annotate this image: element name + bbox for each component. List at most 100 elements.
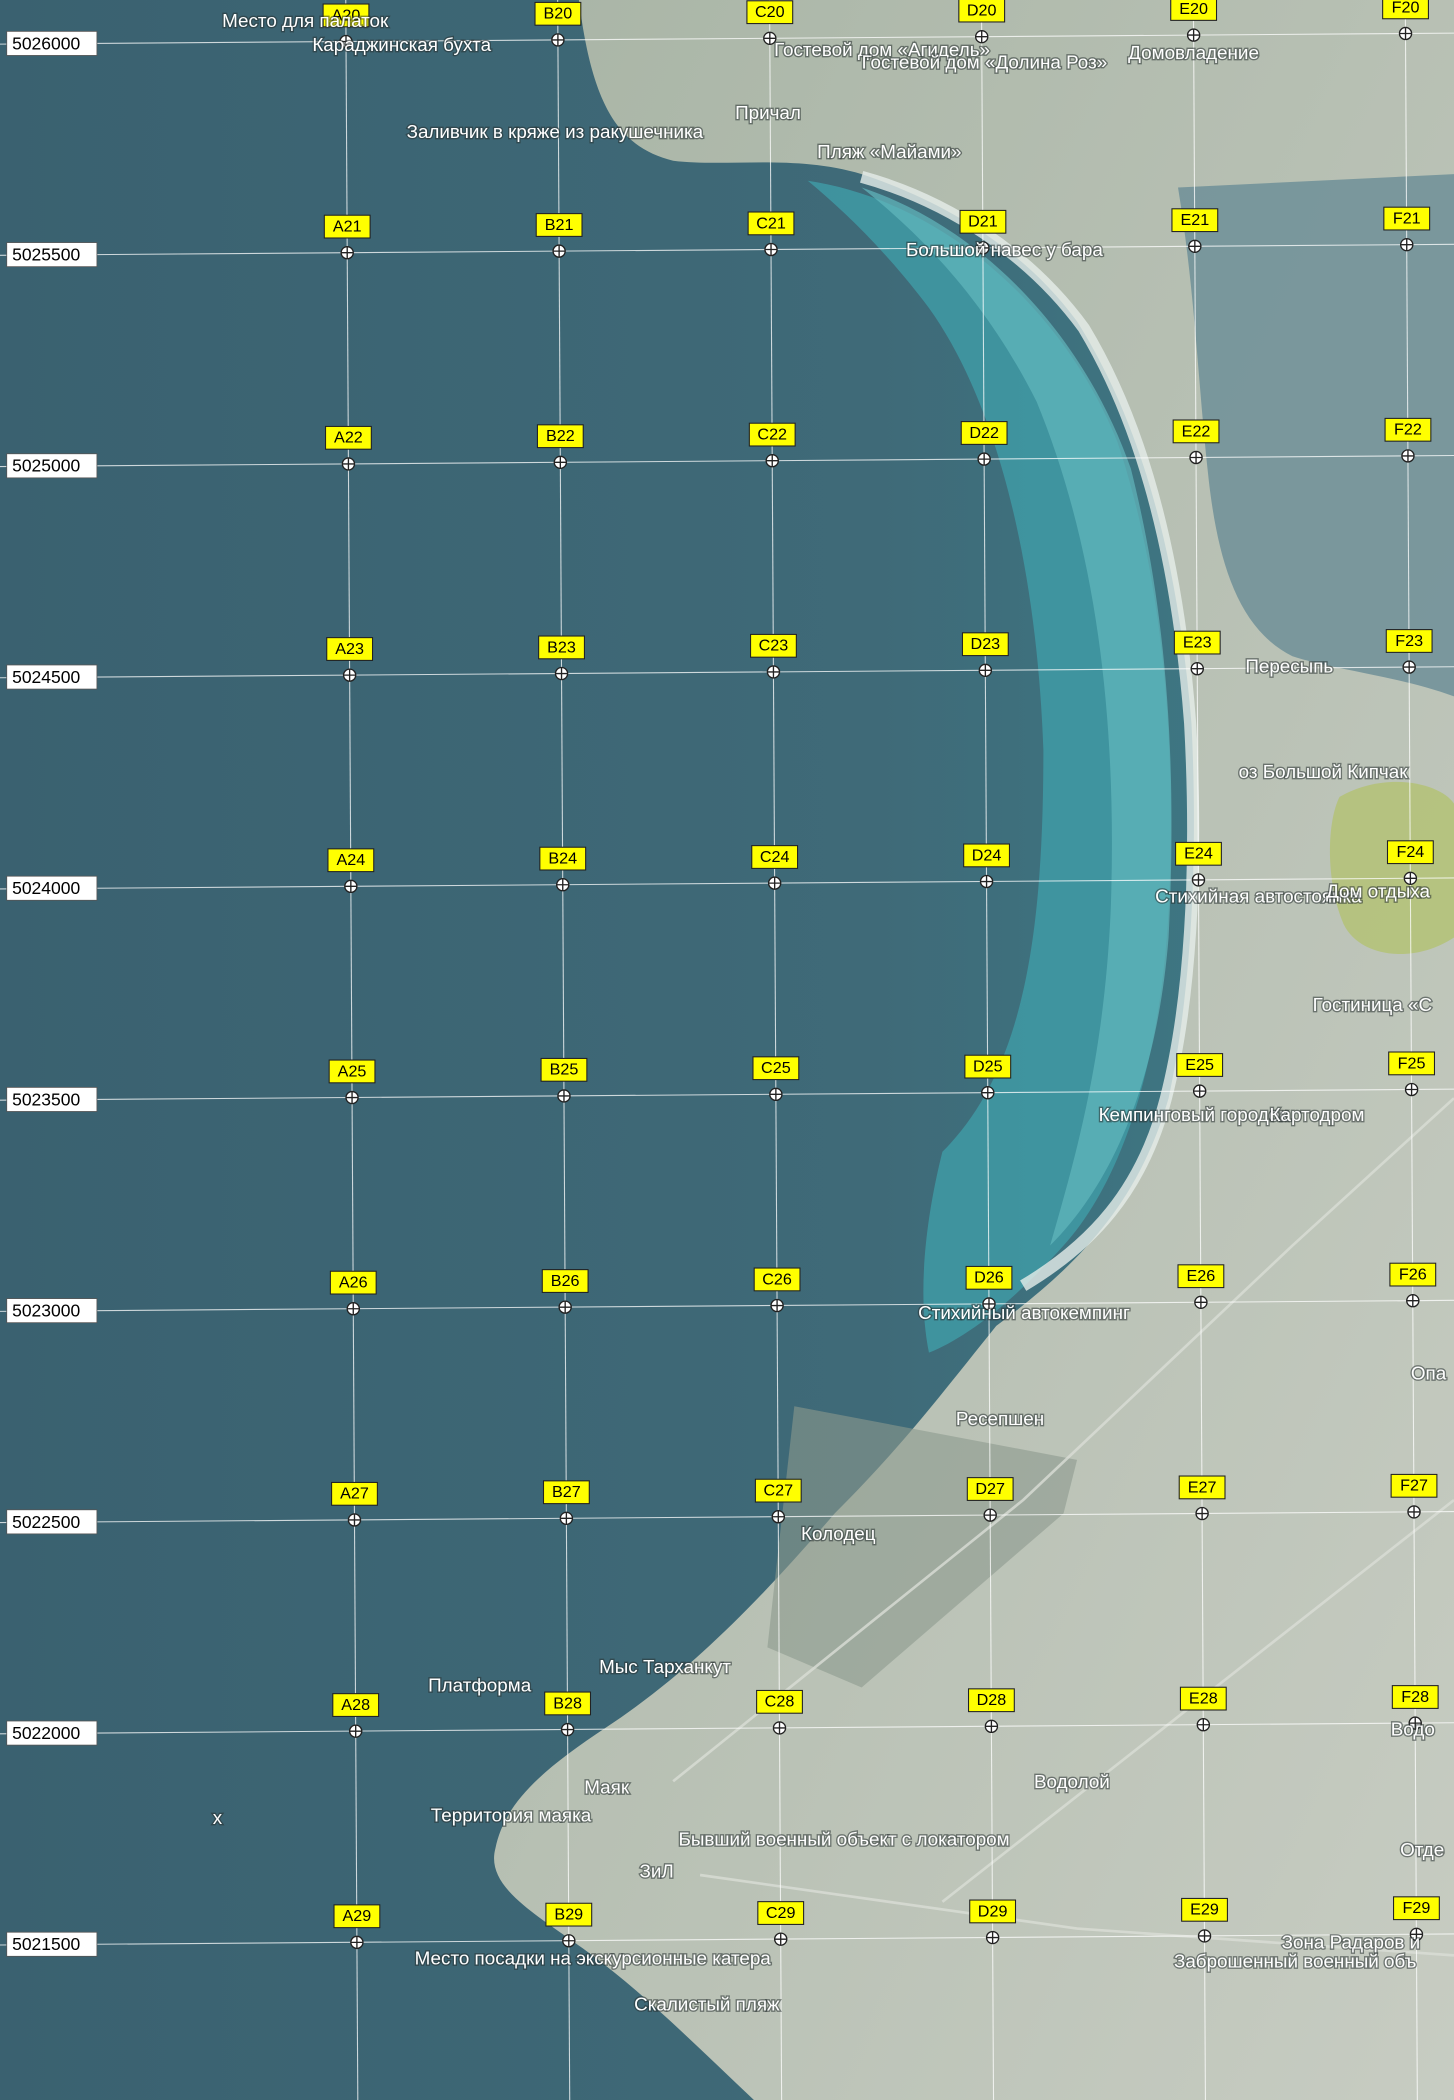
cell-label: B22 — [546, 427, 575, 445]
cell-label-box — [1178, 1475, 1226, 1500]
cell-label: F20 — [1392, 0, 1420, 16]
cell-label-box — [331, 1481, 378, 1506]
cell-label-box — [544, 1691, 592, 1716]
northing-label: 5023000 — [12, 1301, 80, 1321]
cell-label: C29 — [766, 1904, 796, 1922]
cell-label: E21 — [1180, 211, 1209, 229]
grid-line-vertical — [769, 0, 783, 2100]
cell-label: A20 — [332, 6, 361, 24]
northing-label-box — [6, 453, 98, 479]
northing-label: 5025500 — [12, 245, 80, 265]
grid-node-cross — [769, 1088, 782, 1101]
cell-label: B21 — [545, 216, 574, 234]
cell-label-box — [1385, 629, 1433, 653]
cell-label: C22 — [757, 426, 787, 444]
cell-label-box — [1173, 630, 1221, 655]
grid-line-horizontal — [0, 454, 1454, 468]
cell-label-box — [961, 632, 1009, 657]
cell-label: B28 — [553, 1694, 582, 1712]
land — [494, 0, 1454, 2100]
cell-label-box — [747, 211, 795, 236]
grid-node-cross — [1410, 1928, 1423, 1941]
place-name: Место для палаток — [222, 10, 389, 31]
cell-label-box — [746, 0, 794, 25]
place-name: Большой навес у бара — [906, 239, 1103, 260]
place-name: Место посадки на экскурсионные катера — [415, 1948, 772, 1969]
grid-node-cross — [981, 1086, 994, 1099]
cell-label: E28 — [1189, 1690, 1218, 1708]
grid-node-cross — [555, 667, 568, 680]
grid-node-cross — [763, 32, 776, 45]
cell-label: C27 — [763, 1482, 793, 1500]
place-name: Гостевой дом «Долина Роз» — [862, 51, 1108, 72]
northing-label-box — [6, 30, 98, 56]
cell-label-box — [1181, 1897, 1228, 1922]
cell-label-box — [542, 1480, 590, 1505]
cell-label-box — [324, 425, 372, 450]
cell-label: A27 — [340, 1485, 369, 1503]
cell-label: C28 — [765, 1693, 795, 1711]
cell-label-box — [322, 3, 370, 28]
cell-label: B20 — [544, 5, 573, 23]
grid-node-cross — [772, 1510, 785, 1523]
cell-label: F24 — [1396, 843, 1424, 861]
grid-node-cross — [980, 875, 993, 888]
cell-label-box — [326, 637, 374, 661]
cell-label-box — [545, 1902, 593, 1927]
cell-label: D22 — [969, 424, 999, 442]
grid-node-cross — [773, 1721, 786, 1734]
grid-node-cross — [349, 1725, 362, 1738]
grid-node-cross — [764, 243, 778, 256]
northing-label-box — [6, 1931, 98, 1957]
cell-label-box — [328, 1059, 376, 1084]
cell-label: C20 — [755, 3, 785, 21]
grid-node-cross — [1189, 451, 1203, 464]
place-name: Гостиница «С — [1313, 994, 1432, 1015]
place-name: Дом отдыха — [1326, 880, 1430, 901]
cell-label: F29 — [1403, 1899, 1431, 1917]
grid-node-cross — [342, 457, 355, 470]
place-name: оз Большой Кипчак — [1239, 761, 1409, 782]
northing-label-box — [6, 1720, 98, 1746]
cell-label-box — [966, 1477, 1014, 1501]
cell-label-box — [1386, 840, 1434, 865]
cell-label: A29 — [343, 1907, 372, 1925]
grid-node-cross — [554, 456, 567, 469]
grid-node-cross — [774, 1933, 787, 1946]
grid-node-cross — [975, 30, 988, 43]
cell-label-box — [1170, 0, 1218, 21]
place-name: х — [213, 1807, 223, 1828]
grid-node-cross — [1197, 1718, 1210, 1731]
cell-label: E29 — [1190, 1901, 1219, 1919]
grid-node-cross — [1193, 1085, 1206, 1098]
grid-node-cross — [1192, 873, 1205, 886]
cell-label: D29 — [978, 1902, 1008, 1920]
cell-label: F25 — [1398, 1054, 1426, 1072]
grid-node-cross — [553, 245, 566, 258]
cell-label: C26 — [762, 1270, 792, 1288]
place-name: Зона Радаров и — [1282, 1932, 1421, 1953]
cell-label: C23 — [759, 637, 789, 655]
cell-label-box — [1179, 1686, 1227, 1711]
grid-node-cross — [1194, 1296, 1207, 1309]
grid-node-cross — [985, 1720, 998, 1733]
cell-label: B29 — [554, 1906, 583, 1924]
cell-label-box — [958, 0, 1006, 23]
cell-label-box — [960, 421, 1008, 445]
labels: 5026000 5025500 5025000 5024500 5024000 50235… — [6, 0, 1448, 2016]
northing-label-box — [6, 242, 98, 268]
grid-line-horizontal — [0, 1511, 1454, 1524]
cell-label: D27 — [975, 1480, 1005, 1498]
cell-label: B24 — [548, 850, 577, 868]
grid-node-cross — [767, 665, 780, 678]
cell-label-box — [756, 1689, 803, 1714]
northing-label-box — [6, 664, 98, 690]
cell-label-box — [1177, 1264, 1225, 1289]
cell-label-box — [969, 1899, 1017, 1924]
grid-line-vertical — [1404, 0, 1418, 2100]
grid-node-cross — [339, 35, 353, 48]
cell-label-box — [1383, 206, 1431, 231]
grid-node-cross — [557, 1089, 571, 1102]
place-name: Платформа — [428, 1675, 532, 1696]
